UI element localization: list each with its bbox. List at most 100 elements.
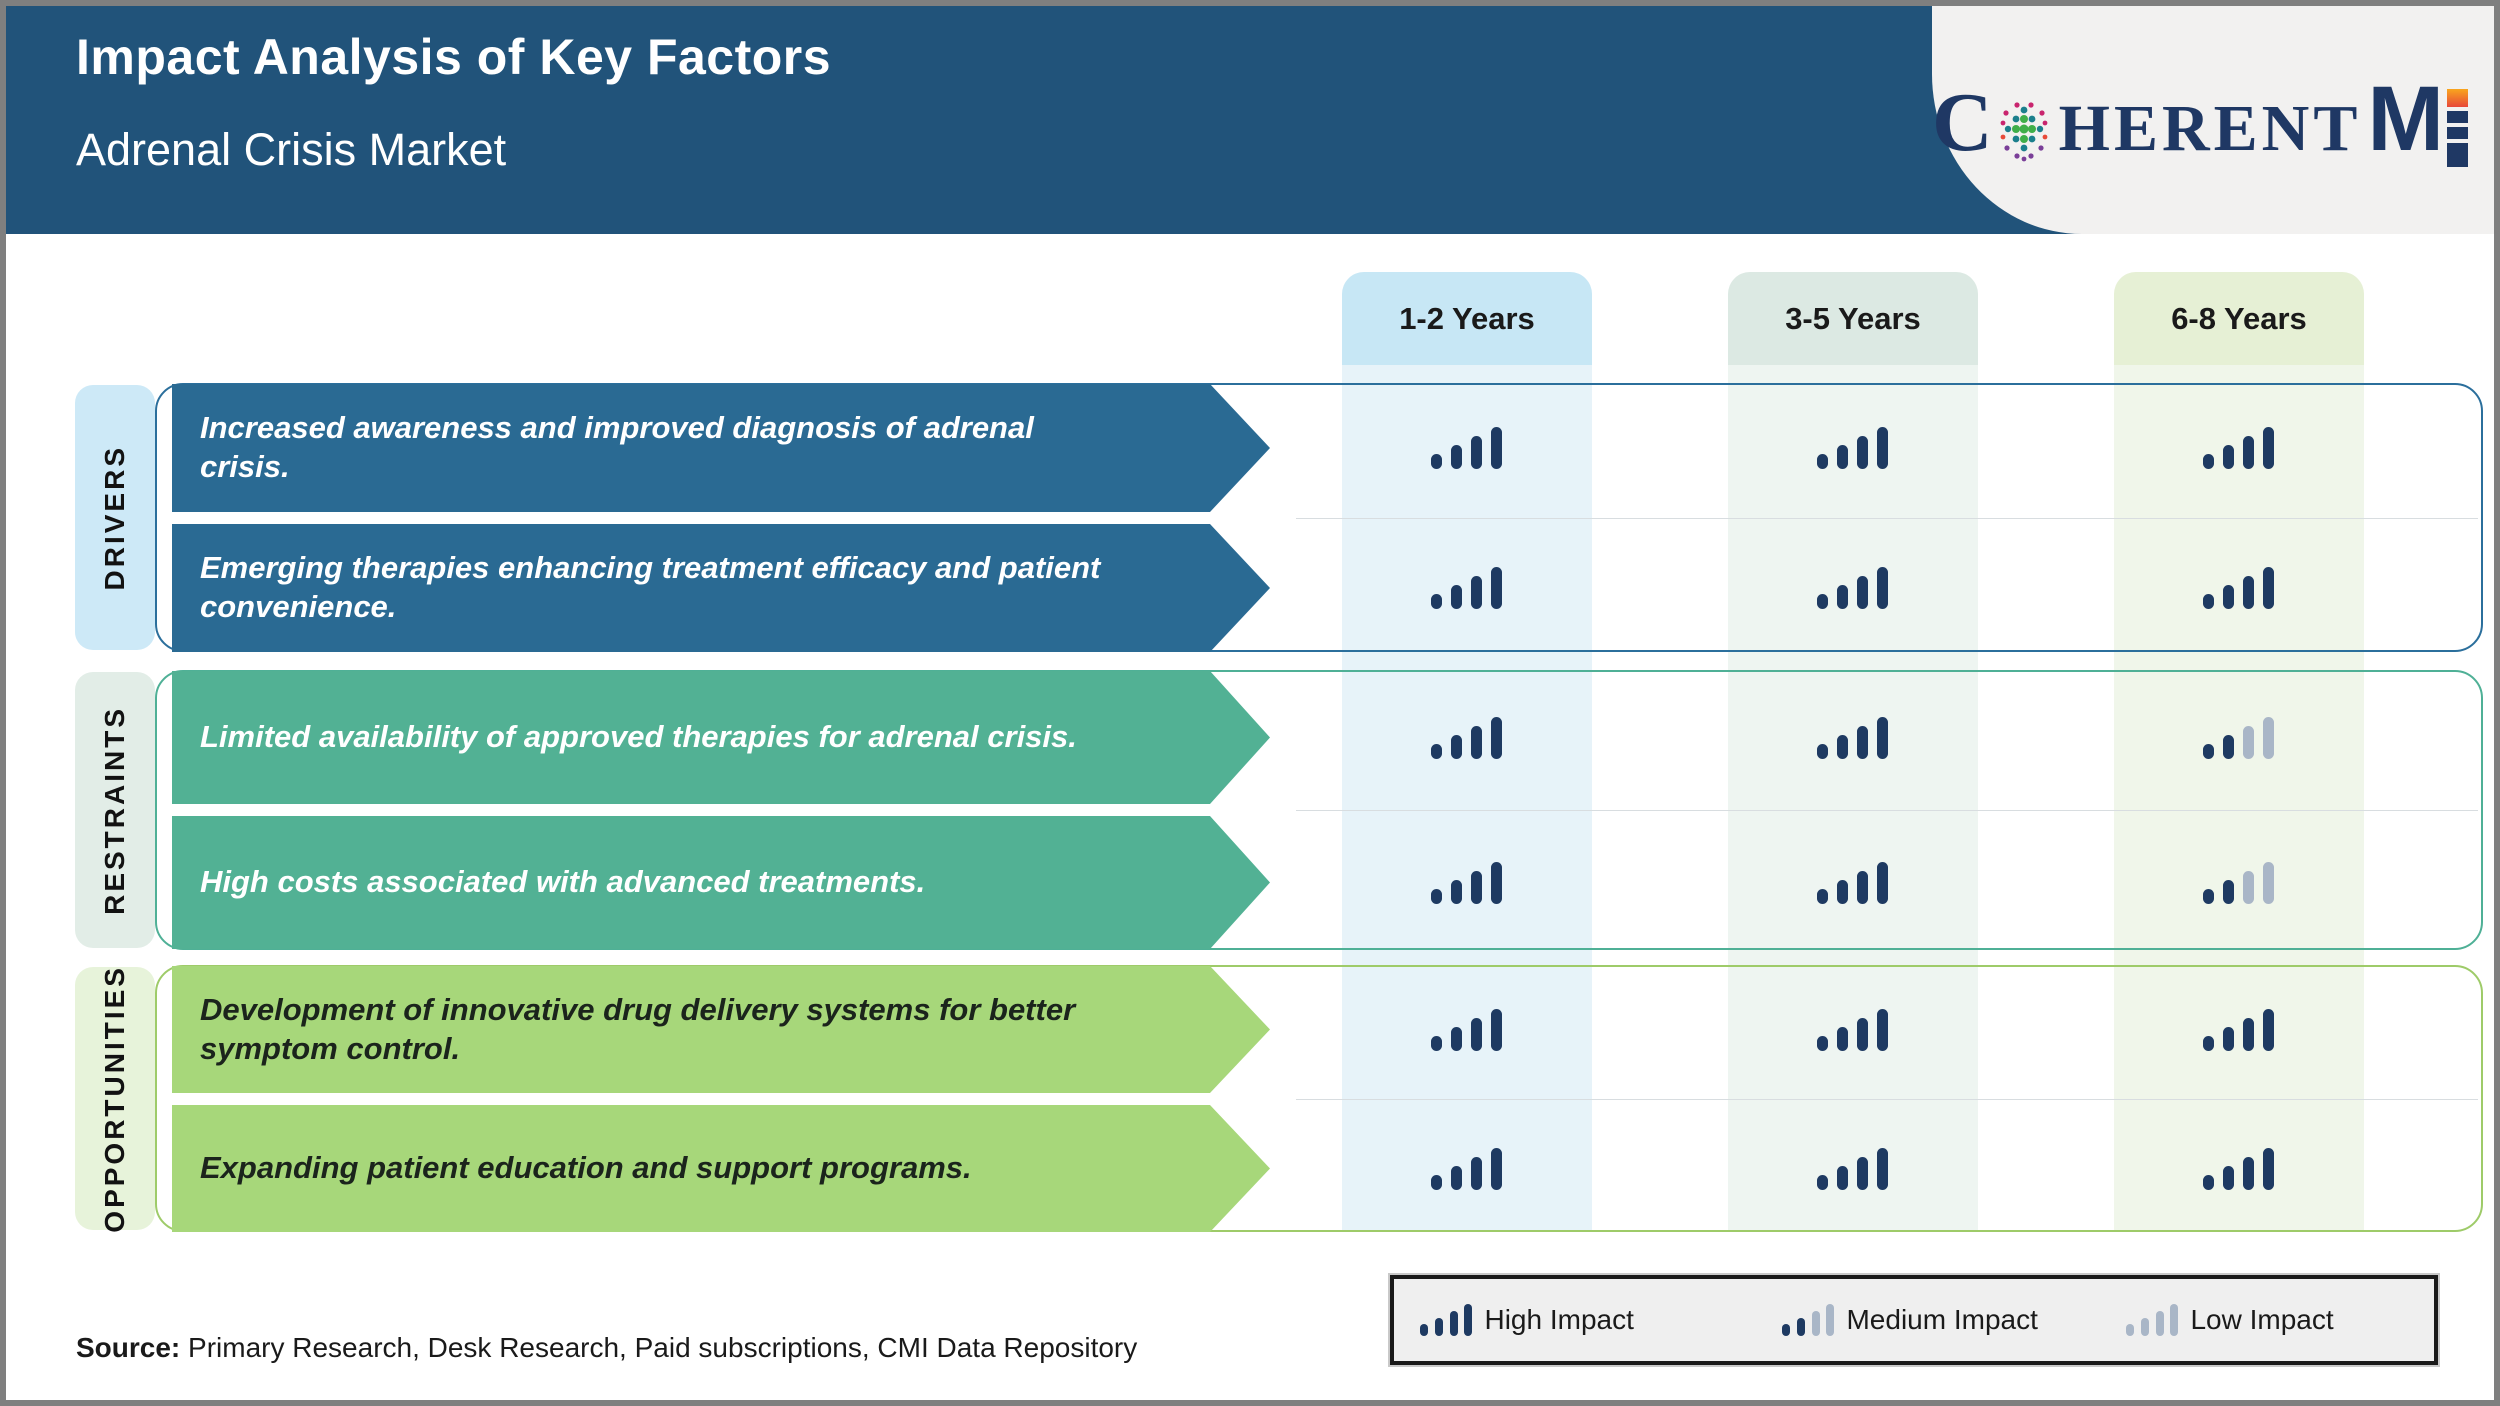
signal-bar <box>1471 436 1482 469</box>
signal-bar <box>1811 1311 1820 1336</box>
signal-bar <box>1431 743 1442 759</box>
signal-bar <box>1877 1147 1888 1190</box>
impact-bars-high <box>1817 716 1888 759</box>
factor-arrow: Emerging therapies enhancing treatment e… <box>172 524 1270 652</box>
signal-bar <box>1857 870 1868 904</box>
signal-bar <box>1491 427 1502 469</box>
factor-text: Limited availability of approved therapi… <box>200 719 1077 755</box>
signal-bar <box>2243 1017 2254 1051</box>
category-label-text: RESTRAINTS <box>99 705 130 915</box>
signal-bar <box>1451 1026 1462 1051</box>
signal-bar <box>1857 1156 1868 1190</box>
logo-letters-herent: HERENT <box>2058 92 2362 165</box>
row-separator <box>1296 518 2478 519</box>
signal-bar <box>1449 1311 1458 1336</box>
impact-bars-high <box>1431 1147 1502 1190</box>
signal-bar <box>1877 567 1888 609</box>
impact-bars-high <box>1420 1304 1473 1336</box>
source-text: Primary Research, Desk Research, Paid su… <box>180 1332 1138 1363</box>
impact-legend: High Impact Medium Impact Low Impact <box>1388 1273 2440 1367</box>
section-outline-drivers <box>155 383 2483 652</box>
signal-bar <box>2203 454 2214 469</box>
signal-bar <box>1451 734 1462 759</box>
signal-bar <box>1471 576 1482 609</box>
signal-bar <box>1451 879 1462 904</box>
signal-bar <box>1837 1165 1848 1190</box>
impact-bars-high <box>1431 1008 1502 1051</box>
legend-item-medium: Medium Impact <box>1782 1279 2038 1361</box>
signal-bar <box>1877 861 1888 904</box>
signal-bar <box>2203 888 2214 904</box>
signal-bar <box>2263 1147 2274 1190</box>
column-header-3-5-years: 3-5 Years <box>1728 272 1978 365</box>
signal-bar <box>1431 1035 1442 1051</box>
impact-bars-high <box>1817 567 1888 609</box>
signal-bar <box>2223 1026 2234 1051</box>
signal-bar <box>1491 1147 1502 1190</box>
legend-item-low: Low Impact <box>2126 1279 2334 1361</box>
impact-bars-high <box>1817 1008 1888 1051</box>
impact-bars-low <box>2126 1304 2179 1336</box>
factor-arrow: Development of innovative drug delivery … <box>172 966 1270 1093</box>
signal-bar <box>2243 576 2254 609</box>
signal-bar <box>1471 725 1482 759</box>
page-title: Impact Analysis of Key Factors <box>76 29 832 85</box>
signal-bar <box>1837 585 1848 609</box>
signal-bar <box>1877 716 1888 759</box>
column-header-1-2-years: 1-2 Years <box>1342 272 1592 365</box>
column-stripe-1-2-years <box>1342 365 1592 1232</box>
logo-letter-m: M <box>2367 68 2444 170</box>
impact-bars-high <box>1817 861 1888 904</box>
impact-bars-high <box>2203 567 2274 609</box>
legend-label: Low Impact <box>2190 1304 2334 1335</box>
source-note: Source: Primary Research, Desk Research,… <box>76 1332 1137 1364</box>
header-band: Impact Analysis of Key Factors Adrenal C… <box>6 6 2494 234</box>
impact-bars-medium <box>2203 861 2274 904</box>
signal-bar <box>2203 594 2214 609</box>
signal-bar <box>1877 427 1888 469</box>
signal-bar <box>1431 594 1442 609</box>
legend-item-high: High Impact <box>1420 1279 1634 1361</box>
signal-bar <box>1491 861 1502 904</box>
signal-bar <box>1817 454 1828 469</box>
impact-bars-high <box>2203 1008 2274 1051</box>
impact-bars-high <box>2203 427 2274 469</box>
signal-bar <box>2203 1035 2214 1051</box>
row-separator <box>1296 1099 2478 1100</box>
signal-bar <box>1837 879 1848 904</box>
page-subtitle: Adrenal Crisis Market <box>76 124 507 175</box>
signal-bar <box>1817 1174 1828 1190</box>
impact-bars-high <box>1431 716 1502 759</box>
legend-label: High Impact <box>1484 1304 1634 1335</box>
signal-bar <box>1434 1317 1443 1336</box>
impact-bars-high <box>2203 1147 2274 1190</box>
impact-bars-high <box>1431 567 1502 609</box>
signal-bar <box>2203 1174 2214 1190</box>
factor-arrow: Increased awareness and improved diagnos… <box>172 384 1270 512</box>
signal-bar <box>2243 725 2254 759</box>
category-label-text: OPPORTUNITIES <box>99 964 130 1233</box>
signal-bar <box>1826 1304 1835 1336</box>
signal-bar <box>2263 861 2274 904</box>
signal-bar <box>1837 445 1848 469</box>
impact-bars-medium <box>2203 716 2274 759</box>
factor-text: Expanding patient education and support … <box>200 1150 972 1186</box>
column-header-label: 6-8 Years <box>2171 300 2307 336</box>
signal-bar <box>2223 879 2234 904</box>
signal-bar <box>1796 1317 1805 1336</box>
signal-bar <box>2263 716 2274 759</box>
logo-i-mark <box>2447 89 2468 167</box>
column-stripe-3-5-years <box>1728 365 1978 1232</box>
impact-bars-high <box>1431 427 1502 469</box>
column-stripe-6-8-years <box>2114 365 2364 1232</box>
signal-bar <box>2243 870 2254 904</box>
column-header-6-8-years: 6-8 Years <box>2114 272 2364 365</box>
factor-arrow: Limited availability of approved therapi… <box>172 671 1270 804</box>
signal-bar <box>2223 1165 2234 1190</box>
signal-bar <box>2223 585 2234 609</box>
category-label-opportunities: OPPORTUNITIES <box>75 964 155 1233</box>
signal-bar <box>1431 888 1442 904</box>
impact-bars-high <box>1817 1147 1888 1190</box>
factor-text: High costs associated with advanced trea… <box>200 864 926 900</box>
